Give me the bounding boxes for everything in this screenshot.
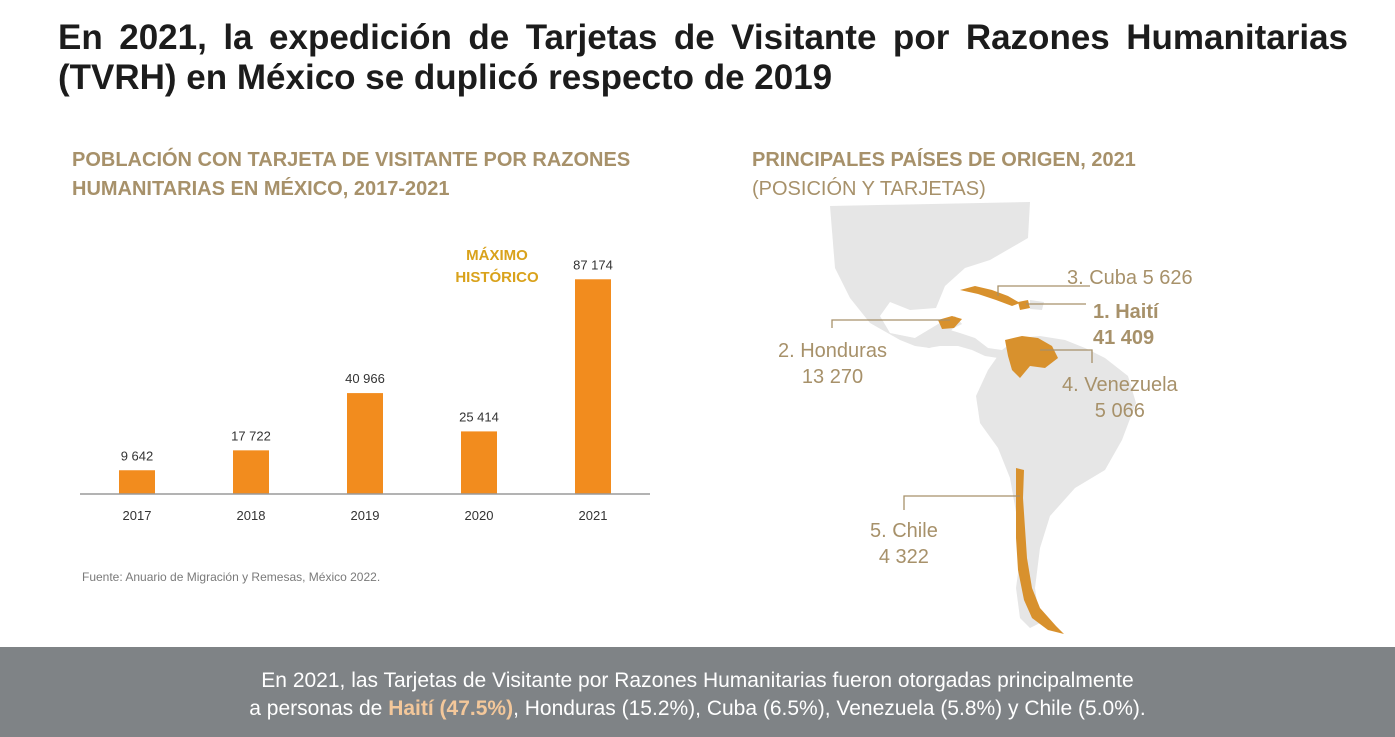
bar-2019 (347, 393, 383, 494)
central-america-land (915, 316, 1002, 358)
label-cuba: 3. Cuba 5 626 (1067, 267, 1193, 289)
bar-value-label: 17 722 (231, 428, 271, 443)
chart-title: POBLACIÓN CON TARJETA DE VISITANTE POR R… (72, 149, 631, 200)
leader-honduras (831, 319, 950, 328)
bar-2017 (119, 470, 155, 494)
bar-value-label: 9 642 (121, 448, 154, 463)
footer-line-2-prefix: a personas de (249, 697, 389, 720)
venezuela-shape (1005, 336, 1058, 378)
label-chile-value: 4 322 (878, 546, 929, 568)
bar-2021 (575, 279, 611, 494)
north-america-land (830, 202, 1030, 348)
label-honduras-value: 13 270 (801, 366, 864, 388)
label-venezuela-value: 5 066 (1094, 400, 1145, 422)
leader-cuba (997, 285, 1090, 296)
footer-line-1: En 2021, las Tarjetas de Visitante por R… (261, 669, 1134, 692)
bar-value-label: 25 414 (459, 409, 499, 424)
x-tick-label: 2020 (465, 508, 494, 523)
bar-chart: 9 642 2017 17 722 2018 40 966 2019 25 414 2020 8… (80, 247, 650, 523)
footer-line-2-suffix: , Honduras (15.2%), Cuba (6.5%), Venezue… (513, 697, 1146, 720)
americas-map (830, 202, 1136, 634)
leader-venezuela (1040, 349, 1093, 363)
footer-line-2: a personas de Haití (47.5%), Honduras (1… (0, 695, 1395, 723)
chile-shape (1016, 468, 1064, 634)
x-tick-label: 2018 (237, 508, 266, 523)
label-chile: 5. Chile 4 322 (870, 518, 938, 570)
map-title: PRINCIPALES PAÍSES DE ORIGEN, 2021 (POSI… (752, 146, 1312, 204)
annotation-max-historico: HISTÓRICO (455, 268, 539, 286)
leader-lines (831, 285, 1093, 510)
annotation-max-historico: MÁXIMO (466, 247, 528, 264)
label-venezuela: 4. Venezuela 5 066 (1062, 372, 1178, 424)
x-tick-label: 2021 (579, 508, 608, 523)
cuba-shape (960, 286, 1020, 306)
map-title-main: PRINCIPALES PAÍSES DE ORIGEN, 2021 (752, 149, 1136, 171)
bar-value-label: 87 174 (573, 257, 613, 272)
leader-chile (903, 495, 1020, 510)
map-subtitle: (POSICIÓN Y TARJETAS) (752, 178, 986, 200)
bar-2018 (233, 450, 269, 494)
bar-2020 (461, 431, 497, 494)
label-haiti-name: 1. Haití (1093, 301, 1159, 323)
label-haiti-value: 41 409 (1093, 327, 1155, 349)
south-america-land (976, 336, 1136, 628)
honduras-shape (938, 316, 962, 329)
label-venezuela-name: 4. Venezuela (1062, 374, 1178, 396)
x-tick-label: 2017 (123, 508, 152, 523)
label-haiti: 1. Haití 41 409 (1093, 299, 1159, 351)
haiti-shape (1018, 300, 1030, 310)
label-honduras: 2. Honduras 13 270 (778, 338, 887, 390)
bar-value-label: 40 966 (345, 371, 385, 386)
footer-highlight: Haití (47.5%) (388, 697, 514, 720)
label-chile-name: 5. Chile (870, 520, 938, 542)
label-honduras-name: 2. Honduras (778, 340, 887, 362)
dominican-republic-shape (1030, 300, 1044, 310)
source-note: Fuente: Anuario de Migración y Remesas, … (82, 570, 381, 584)
x-tick-label: 2019 (351, 508, 380, 523)
page-title: En 2021, la expedición de Tarjetas de Vi… (58, 18, 1348, 97)
footer-summary: En 2021, las Tarjetas de Visitante por R… (0, 647, 1395, 737)
